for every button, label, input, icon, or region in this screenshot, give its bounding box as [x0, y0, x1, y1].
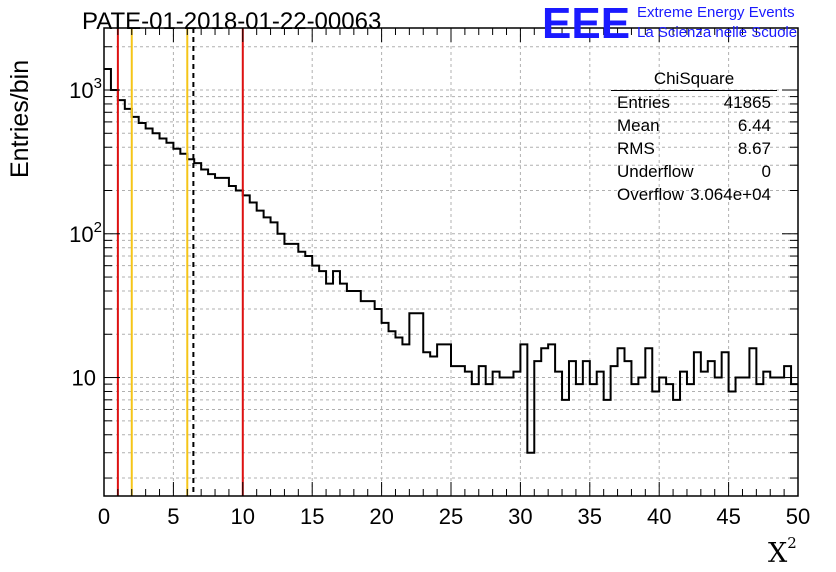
logo-line-1: Extreme Energy Events	[637, 4, 795, 21]
x-tick-label: 40	[647, 504, 671, 529]
stats-key: RMS	[617, 139, 655, 158]
stats-title: ChiSquare	[611, 68, 777, 91]
stats-value: 8.67	[737, 139, 771, 158]
stats-row-mean: Mean 6.44	[611, 114, 777, 137]
histogram-series	[104, 68, 798, 454]
stats-row-underflow: Underflow 0	[611, 160, 777, 183]
stats-row-rms: RMS 8.67	[611, 137, 777, 160]
y-tick-label: 10	[72, 366, 96, 391]
stats-value: 3.064e+04	[690, 185, 771, 204]
x-tick-label: 35	[578, 504, 602, 529]
x-tick-label: 30	[508, 504, 532, 529]
y-tick-label: 102	[69, 219, 102, 247]
x-tick-label: 20	[369, 504, 393, 529]
eee-logo: EEE	[542, 0, 631, 48]
stats-value: 6.44	[737, 116, 771, 135]
x-tick-label: 10	[231, 504, 255, 529]
stats-row-entries: Entries 41865	[611, 91, 777, 114]
stats-box: ChiSquare Entries 41865 Mean 6.44 RMS 8.…	[611, 68, 777, 206]
stats-value: 41865	[723, 93, 771, 112]
stats-row-overflow: Overflow 3.064e+04	[611, 183, 777, 206]
x-tick-label: 0	[98, 504, 110, 529]
stats-value: 0	[761, 162, 771, 181]
stats-key: Overflow	[617, 185, 685, 204]
x-tick-label: 25	[439, 504, 463, 529]
stats-key: Mean	[617, 116, 660, 135]
x-axis-label-base: X	[768, 538, 788, 569]
x-axis-label: X2	[768, 534, 797, 569]
x-axis-label-sup: 2	[787, 534, 797, 552]
chart-title: PATE-01-2018-01-22-00063	[82, 8, 382, 35]
x-tick-label: 15	[300, 504, 324, 529]
x-tick-label: 50	[786, 504, 810, 529]
y-axis-label: Entries/bin	[6, 59, 34, 178]
stats-key: Underflow	[617, 162, 694, 181]
x-tick-label: 5	[167, 504, 179, 529]
logo-line-2: La Scienza nelle Scuole	[637, 24, 798, 41]
x-tick-label: 45	[716, 504, 740, 529]
y-tick-label: 103	[69, 75, 102, 103]
stats-key: Entries	[617, 93, 670, 112]
